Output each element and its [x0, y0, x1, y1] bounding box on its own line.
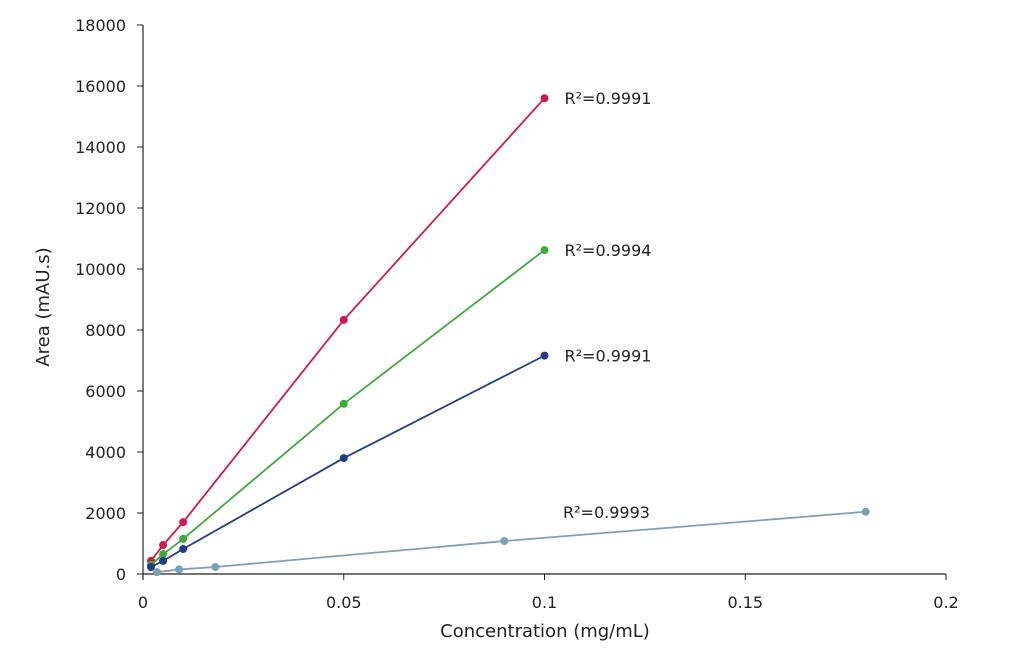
data-point	[339, 315, 348, 324]
x-tick-label: 0.1	[532, 593, 557, 612]
series-line-0	[150, 97, 546, 562]
y-axis-label: Area (mAU.s)	[33, 247, 54, 366]
data-point	[147, 562, 156, 571]
data-point	[540, 246, 549, 255]
data-point	[339, 399, 348, 408]
data-point	[861, 507, 870, 516]
r-squared-label: R²=0.9994	[565, 241, 652, 260]
x-tick-label: 0	[138, 593, 148, 612]
r-squared-label: R²=0.9991	[565, 347, 652, 366]
data-point	[159, 550, 168, 559]
data-point	[179, 518, 188, 527]
data-point	[500, 537, 509, 546]
data-point	[211, 562, 220, 571]
y-tick-label: 2000	[85, 504, 126, 523]
data-point	[159, 541, 168, 550]
series-line-3	[156, 510, 866, 574]
x-tick-label: 0.2	[933, 593, 958, 612]
series-line-1	[150, 249, 546, 566]
data-point	[175, 565, 184, 574]
data-point	[153, 568, 162, 577]
data-point	[179, 534, 188, 543]
data-point	[540, 94, 549, 103]
y-tick-label: 12000	[75, 199, 126, 218]
data-point	[159, 556, 168, 565]
data-point	[179, 544, 188, 553]
x-tick-label: 0.15	[727, 593, 763, 612]
data-point	[339, 454, 348, 463]
r-squared-label: R²=0.9993	[563, 503, 650, 522]
r-squared-label: R²=0.9991	[565, 89, 652, 108]
y-tick-label: 6000	[85, 382, 126, 401]
y-tick-label: 0	[116, 565, 126, 584]
y-tick-label: 10000	[75, 260, 126, 279]
data-point	[540, 351, 549, 360]
y-tick-label: 18000	[75, 16, 126, 35]
x-tick-label: 0.05	[326, 593, 362, 612]
series-line-2	[150, 354, 545, 568]
y-tick-label: 4000	[85, 443, 126, 462]
y-tick-label: 8000	[85, 321, 126, 340]
y-tick-label: 16000	[75, 77, 126, 96]
x-axis-label: Concentration (mg/mL)	[440, 621, 650, 642]
y-tick-label: 14000	[75, 138, 126, 157]
